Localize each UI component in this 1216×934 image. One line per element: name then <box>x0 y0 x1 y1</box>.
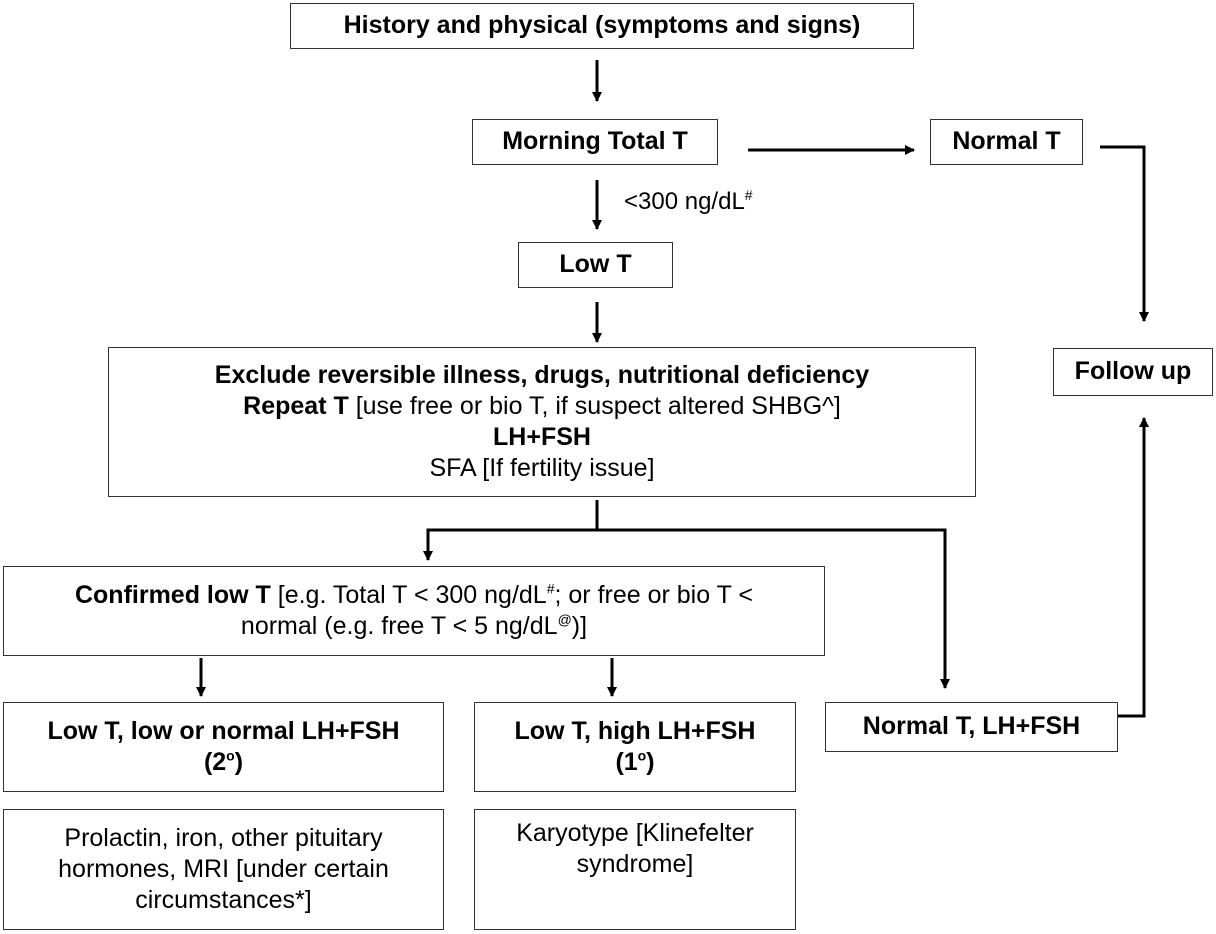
secondary-sup: o <box>226 747 235 764</box>
repeat-t-detail: [use free or bio T, if suspect altered S… <box>348 391 841 420</box>
confirmed-text-2: ; or free or bio T < <box>554 580 754 609</box>
primary-close: ) <box>646 748 655 776</box>
confirmed-low-t-box: Confirmed low T [e.g. Total T < 300 ng/d… <box>3 566 825 656</box>
secondary-hypogonadism-box: Low T, low or normal LH+FSH (2o) <box>3 702 444 792</box>
confirmed-sup-2: @ <box>557 611 572 628</box>
exclude-line-3: LH+FSH <box>493 423 591 451</box>
threshold-sup: # <box>744 187 753 203</box>
primary-sup: o <box>637 747 647 764</box>
arrow-normal-to-followup <box>1100 145 1149 322</box>
exclude-line-4: SFA [If fertility issue] <box>429 454 655 483</box>
confirmed-sup-1: # <box>546 580 555 597</box>
secondary-line-2: (2o) <box>204 747 243 778</box>
exclude-line-1: Exclude reversible illness, drugs, nutri… <box>214 360 870 389</box>
secondary-line-1: Low T, low or normal LH+FSH <box>47 716 400 745</box>
confirmed-line-1: Confirmed low T [e.g. Total T < 300 ng/d… <box>75 580 753 611</box>
repeat-t-label: Repeat T <box>243 391 349 420</box>
exclude-box: Exclude reversible illness, drugs, nutri… <box>108 347 976 497</box>
primary-open: (1 <box>615 748 638 776</box>
confirmed-text-3: normal (e.g. free T < 5 ng/dL <box>240 612 558 640</box>
primary-tests-box: Karyotype [Klinefelter syndrome] <box>474 809 796 930</box>
morning-total-t-box: Morning Total T <box>472 119 718 165</box>
threshold-label: <300 ng/dL# <box>624 188 753 216</box>
secondary-close: ) <box>234 748 244 776</box>
arrow-exclude-to-confirmed <box>423 500 599 561</box>
primary-line-2: (1o) <box>615 747 654 778</box>
confirmed-line-2: normal (e.g. free T < 5 ng/dL@)] <box>241 611 587 642</box>
secondary-tests-box: Prolactin, iron, other pituitary hormone… <box>3 809 444 930</box>
low-t-box: Low T <box>518 242 673 288</box>
confirmed-text-1: [e.g. Total T < 300 ng/dL <box>270 580 547 609</box>
normal-t-lh-fsh-box: Normal T, LH+FSH <box>825 702 1118 752</box>
primary-hypogonadism-box: Low T, high LH+FSH (1o) <box>474 702 796 792</box>
normal-t-box: Normal T <box>930 119 1083 165</box>
confirmed-low-t-label: Confirmed low T <box>74 580 271 609</box>
confirmed-text-4: )] <box>571 612 588 640</box>
follow-up-box: Follow up <box>1053 348 1213 396</box>
exclude-line-2: Repeat T [use free or bio T, if suspect … <box>243 391 841 422</box>
threshold-text: <300 ng/dL <box>624 188 745 215</box>
history-physical-box: History and physical (symptoms and signs… <box>290 3 914 49</box>
arrow-normal-lh-to-followup <box>1118 417 1149 718</box>
arrow-exclude-to-normal-lh <box>597 528 950 689</box>
primary-line-1: Low T, high LH+FSH <box>514 716 756 745</box>
secondary-open: (2 <box>203 748 227 776</box>
